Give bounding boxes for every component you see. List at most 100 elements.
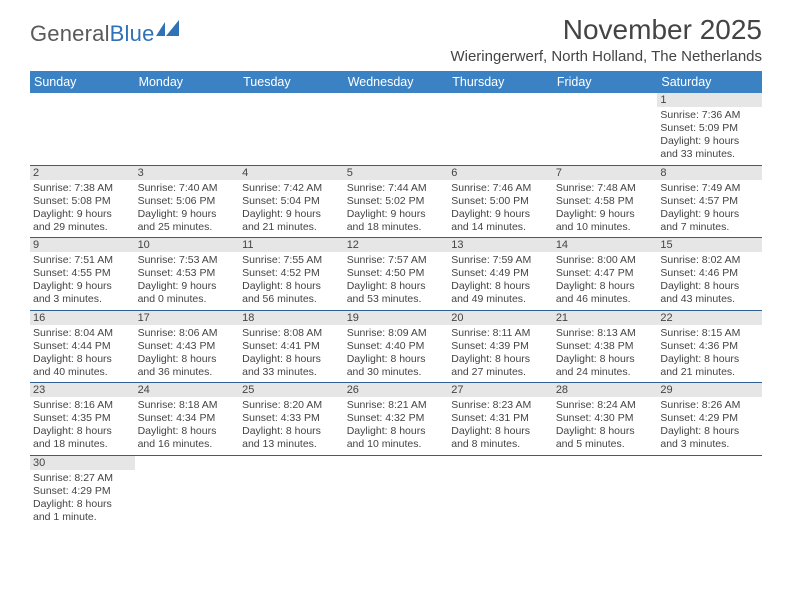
location-subtitle: Wieringerwerf, North Holland, The Nether… <box>450 48 762 65</box>
sunset-line: Sunset: 4:31 PM <box>451 412 551 425</box>
daylight-line: and 30 minutes. <box>347 366 447 379</box>
sunrise-line: Sunrise: 8:24 AM <box>556 399 656 412</box>
sunrise-line: Sunrise: 7:48 AM <box>556 182 656 195</box>
daylight-line: Daylight: 8 hours <box>451 353 551 366</box>
weekday-header: Saturday <box>657 71 762 93</box>
daylight-line: and 18 minutes. <box>347 221 447 234</box>
daylight-line: Daylight: 8 hours <box>33 498 133 511</box>
calendar-day-cell <box>239 455 344 527</box>
calendar-table: Sunday Monday Tuesday Wednesday Thursday… <box>30 71 762 527</box>
day-number: 18 <box>239 311 344 325</box>
day-detail-lines: Sunrise: 7:57 AMSunset: 4:50 PMDaylight:… <box>346 254 447 307</box>
day-detail-lines: Sunrise: 8:20 AMSunset: 4:33 PMDaylight:… <box>241 399 342 452</box>
day-detail-lines: Sunrise: 8:24 AMSunset: 4:30 PMDaylight:… <box>555 399 656 452</box>
sunrise-line: Sunrise: 8:26 AM <box>660 399 760 412</box>
sunrise-line: Sunrise: 8:20 AM <box>242 399 342 412</box>
month-title: November 2025 <box>450 14 762 46</box>
calendar-day-cell: 30Sunrise: 8:27 AMSunset: 4:29 PMDayligh… <box>30 455 135 527</box>
daylight-line: and 33 minutes. <box>242 366 342 379</box>
daylight-line: and 27 minutes. <box>451 366 551 379</box>
day-detail-lines: Sunrise: 8:04 AMSunset: 4:44 PMDaylight:… <box>32 327 133 380</box>
day-number: 16 <box>30 311 135 325</box>
day-number: 1 <box>657 93 762 107</box>
day-detail-lines: Sunrise: 8:26 AMSunset: 4:29 PMDaylight:… <box>659 399 760 452</box>
calendar-day-cell: 11 Sunrise: 7:55 AMSunset: 4:52 PMDayligh… <box>239 238 344 311</box>
daylight-line: and 43 minutes. <box>660 293 760 306</box>
day-number: 4 <box>239 166 344 180</box>
day-detail-lines: Sunrise: 7:40 AMSunset: 5:06 PMDaylight:… <box>137 182 238 235</box>
sunrise-line: Sunrise: 7:40 AM <box>138 182 238 195</box>
sunset-line: Sunset: 4:52 PM <box>242 267 342 280</box>
daylight-line: and 40 minutes. <box>33 366 133 379</box>
calendar-day-cell: 12Sunrise: 7:57 AMSunset: 4:50 PMDayligh… <box>344 238 449 311</box>
day-detail-lines: Sunrise: 8:23 AMSunset: 4:31 PMDaylight:… <box>450 399 551 452</box>
day-detail-lines: Sunrise: 7:38 AMSunset: 5:08 PMDaylight:… <box>32 182 133 235</box>
calendar-week-row: 2Sunrise: 7:38 AMSunset: 5:08 PMDaylight… <box>30 165 762 238</box>
daylight-line: and 46 minutes. <box>556 293 656 306</box>
daylight-line: Daylight: 8 hours <box>242 353 342 366</box>
daylight-line: and 3 minutes. <box>33 293 133 306</box>
calendar-day-cell: 7Sunrise: 7:48 AMSunset: 4:58 PMDaylight… <box>553 165 658 238</box>
daylight-line: Daylight: 8 hours <box>138 353 238 366</box>
daylight-line: and 8 minutes. <box>451 438 551 451</box>
daylight-line: Daylight: 8 hours <box>556 280 656 293</box>
day-number: 25 <box>239 383 344 397</box>
daylight-line: and 3 minutes. <box>660 438 760 451</box>
day-detail-lines: Sunrise: 7:36 AMSunset: 5:09 PMDaylight:… <box>659 109 760 162</box>
day-detail-lines: Sunrise: 8:11 AMSunset: 4:39 PMDaylight:… <box>450 327 551 380</box>
sunrise-line: Sunrise: 8:21 AM <box>347 399 447 412</box>
calendar-day-cell: 25 Sunrise: 8:20 AMSunset: 4:33 PMDayligh… <box>239 383 344 456</box>
day-number: 6 <box>448 166 553 180</box>
day-detail-lines: Sunrise: 8:09 AMSunset: 4:40 PMDaylight:… <box>346 327 447 380</box>
daylight-line: Daylight: 8 hours <box>242 280 342 293</box>
daylight-line: and 5 minutes. <box>556 438 656 451</box>
day-detail-lines: Sunrise: 7:49 AMSunset: 4:57 PMDaylight:… <box>659 182 760 235</box>
sunrise-line: Sunrise: 7:36 AM <box>660 109 760 122</box>
daylight-line: Daylight: 8 hours <box>556 425 656 438</box>
day-number: 28 <box>553 383 658 397</box>
day-number: 20 <box>448 311 553 325</box>
sunset-line: Sunset: 5:08 PM <box>33 195 133 208</box>
calendar-day-cell: 27Sunrise: 8:23 AMSunset: 4:31 PMDayligh… <box>448 383 553 456</box>
calendar-day-cell <box>553 93 658 165</box>
daylight-line: Daylight: 8 hours <box>347 353 447 366</box>
sunset-line: Sunset: 4:53 PM <box>138 267 238 280</box>
sunrise-line: Sunrise: 8:16 AM <box>33 399 133 412</box>
calendar-day-cell: 20 Sunrise: 8:11 AMSunset: 4:39 PMDayligh… <box>448 310 553 383</box>
calendar-day-cell <box>448 93 553 165</box>
calendar-day-cell: 16 Sunrise: 8:04 AMSunset: 4:44 PMDayligh… <box>30 310 135 383</box>
weekday-header-row: Sunday Monday Tuesday Wednesday Thursday… <box>30 71 762 93</box>
day-number: 19 <box>344 311 449 325</box>
day-number: 26 <box>344 383 449 397</box>
day-number: 11 <box>239 238 344 252</box>
calendar-day-cell: 19 Sunrise: 8:09 AMSunset: 4:40 PMDayligh… <box>344 310 449 383</box>
sunrise-line: Sunrise: 7:55 AM <box>242 254 342 267</box>
day-detail-lines: Sunrise: 7:51 AMSunset: 4:55 PMDaylight:… <box>32 254 133 307</box>
daylight-line: Daylight: 9 hours <box>347 208 447 221</box>
sunset-line: Sunset: 5:09 PM <box>660 122 760 135</box>
calendar-day-cell: 21Sunrise: 8:13 AMSunset: 4:38 PMDayligh… <box>553 310 658 383</box>
calendar-day-cell <box>135 93 240 165</box>
day-detail-lines: Sunrise: 7:42 AMSunset: 5:04 PMDaylight:… <box>241 182 342 235</box>
calendar-day-cell <box>344 455 449 527</box>
day-number: 9 <box>30 238 135 252</box>
sunset-line: Sunset: 5:02 PM <box>347 195 447 208</box>
sunset-line: Sunset: 4:29 PM <box>33 485 133 498</box>
sunset-line: Sunset: 5:04 PM <box>242 195 342 208</box>
day-detail-lines: Sunrise: 8:08 AMSunset: 4:41 PMDaylight:… <box>241 327 342 380</box>
sunset-line: Sunset: 4:46 PM <box>660 267 760 280</box>
sunrise-line: Sunrise: 7:44 AM <box>347 182 447 195</box>
weekday-header: Sunday <box>30 71 135 93</box>
daylight-line: Daylight: 9 hours <box>660 208 760 221</box>
daylight-line: Daylight: 9 hours <box>556 208 656 221</box>
calendar-day-cell: 2Sunrise: 7:38 AMSunset: 5:08 PMDaylight… <box>30 165 135 238</box>
daylight-line: Daylight: 9 hours <box>138 280 238 293</box>
weekday-header: Wednesday <box>344 71 449 93</box>
calendar-week-row: 9 Sunrise: 7:51 AMSunset: 4:55 PMDaylight… <box>30 238 762 311</box>
sunset-line: Sunset: 4:36 PM <box>660 340 760 353</box>
sunrise-line: Sunrise: 7:53 AM <box>138 254 238 267</box>
day-number: 8 <box>657 166 762 180</box>
daylight-line: and 16 minutes. <box>138 438 238 451</box>
daylight-line: Daylight: 9 hours <box>451 208 551 221</box>
daylight-line: Daylight: 8 hours <box>347 425 447 438</box>
